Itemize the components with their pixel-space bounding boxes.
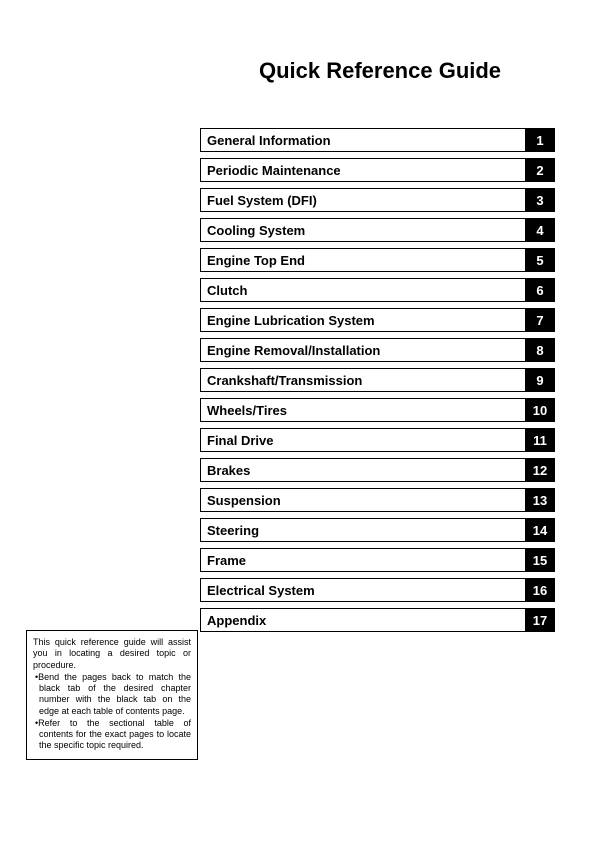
toc-row: Engine Removal/Installation 8 <box>200 338 555 362</box>
toc-row: Periodic Maintenance 2 <box>200 158 555 182</box>
toc-row: Suspension 13 <box>200 488 555 512</box>
toc-label: Cooling System <box>200 218 526 242</box>
toc-chapter-tab: 3 <box>525 188 555 212</box>
toc-row: Steering 14 <box>200 518 555 542</box>
toc-chapter-tab: 13 <box>525 488 555 512</box>
toc-row: Brakes 12 <box>200 458 555 482</box>
toc-label: Steering <box>200 518 526 542</box>
toc-row: Final Drive 11 <box>200 428 555 452</box>
toc-chapter-tab: 15 <box>525 548 555 572</box>
toc-chapter-tab: 16 <box>525 578 555 602</box>
toc-label: Periodic Maintenance <box>200 158 526 182</box>
toc-row: General Information 1 <box>200 128 555 152</box>
toc-row: Fuel System (DFI) 3 <box>200 188 555 212</box>
toc-row: Wheels/Tires 10 <box>200 398 555 422</box>
toc-label: Engine Lubrication System <box>200 308 526 332</box>
help-intro: This quick reference guide will assist y… <box>33 637 191 671</box>
toc-chapter-tab: 6 <box>525 278 555 302</box>
toc-label: Engine Removal/Installation <box>200 338 526 362</box>
toc-label: Final Drive <box>200 428 526 452</box>
toc-label: Frame <box>200 548 526 572</box>
toc-chapter-tab: 14 <box>525 518 555 542</box>
toc-row: Cooling System 4 <box>200 218 555 242</box>
toc-row: Engine Top End 5 <box>200 248 555 272</box>
toc-chapter-tab: 2 <box>525 158 555 182</box>
help-box: This quick reference guide will assist y… <box>26 630 198 760</box>
toc-chapter-tab: 5 <box>525 248 555 272</box>
toc-container: General Information 1 Periodic Maintenan… <box>200 128 555 638</box>
toc-label: Fuel System (DFI) <box>200 188 526 212</box>
toc-label: General Information <box>200 128 526 152</box>
help-bullet-text: Bend the pages back to match the black t… <box>38 672 191 716</box>
toc-chapter-tab: 17 <box>525 608 555 632</box>
help-bullet-text: Refer to the sectional table of contents… <box>38 718 191 751</box>
toc-row: Crankshaft/Transmission 9 <box>200 368 555 392</box>
toc-label: Suspension <box>200 488 526 512</box>
toc-chapter-tab: 1 <box>525 128 555 152</box>
toc-label: Clutch <box>200 278 526 302</box>
toc-row: Frame 15 <box>200 548 555 572</box>
toc-row: Engine Lubrication System 7 <box>200 308 555 332</box>
toc-chapter-tab: 7 <box>525 308 555 332</box>
toc-chapter-tab: 8 <box>525 338 555 362</box>
toc-chapter-tab: 4 <box>525 218 555 242</box>
help-bullet: •Refer to the sectional table of content… <box>33 718 191 752</box>
help-bullet: •Bend the pages back to match the black … <box>33 672 191 717</box>
toc-label: Electrical System <box>200 578 526 602</box>
page-title: Quick Reference Guide <box>200 58 560 84</box>
toc-label: Appendix <box>200 608 526 632</box>
toc-row: Clutch 6 <box>200 278 555 302</box>
toc-chapter-tab: 9 <box>525 368 555 392</box>
toc-row: Appendix 17 <box>200 608 555 632</box>
toc-label: Engine Top End <box>200 248 526 272</box>
toc-label: Wheels/Tires <box>200 398 526 422</box>
toc-chapter-tab: 11 <box>525 428 555 452</box>
toc-chapter-tab: 12 <box>525 458 555 482</box>
toc-label: Crankshaft/Transmission <box>200 368 526 392</box>
toc-row: Electrical System 16 <box>200 578 555 602</box>
toc-chapter-tab: 10 <box>525 398 555 422</box>
toc-label: Brakes <box>200 458 526 482</box>
